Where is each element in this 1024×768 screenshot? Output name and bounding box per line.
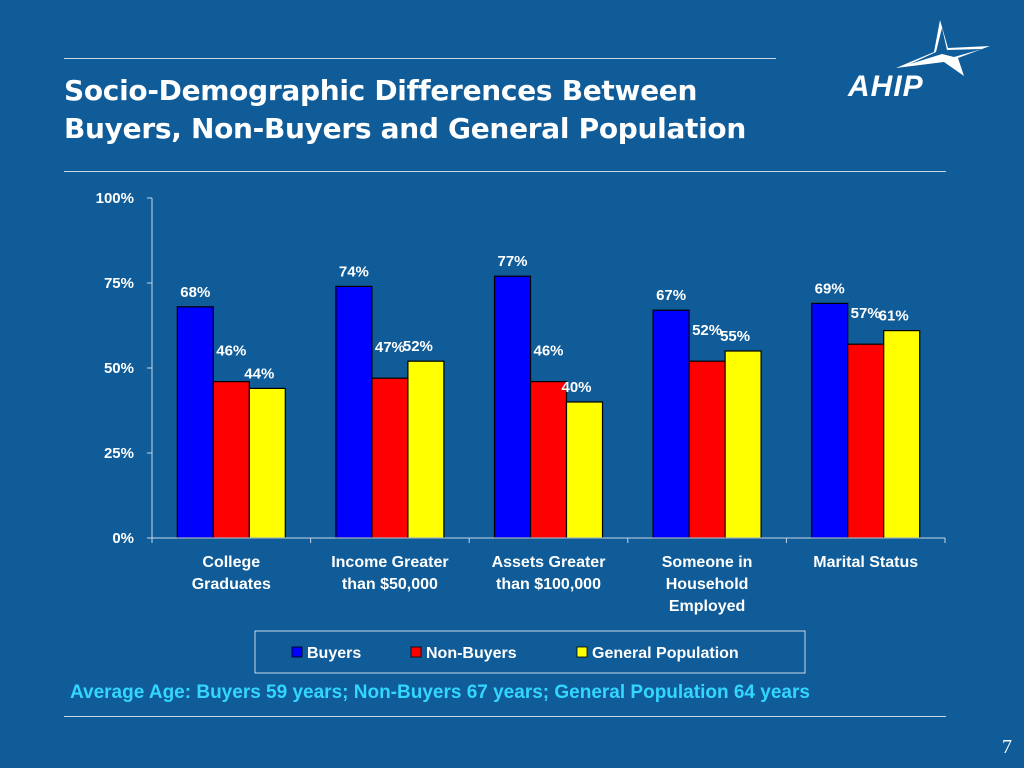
data-label: 44%: [244, 365, 274, 382]
x-category-label: than $50,000: [342, 576, 438, 593]
page-number: 7: [1002, 736, 1012, 758]
bar-buyers: [335, 285, 373, 539]
x-category-label: Assets Greater: [492, 554, 606, 571]
legend-label: Non-Buyers: [426, 645, 517, 662]
legend-label: General Population: [592, 645, 739, 662]
data-label: 46%: [216, 343, 246, 360]
y-tick-label: 25%: [104, 445, 134, 462]
bar-non-buyers: [212, 381, 250, 539]
legend-swatch: [576, 646, 588, 658]
bar-general-population: [565, 401, 604, 539]
bars-group: [176, 275, 921, 539]
y-tick-label: 75%: [104, 275, 134, 292]
data-label: 74%: [339, 263, 369, 280]
slide-title: Socio-Demographic Differences Between Bu…: [64, 72, 824, 148]
x-category-label: than $100,000: [496, 576, 601, 593]
bar-buyers: [811, 302, 849, 539]
x-category-label: Income Greater: [331, 554, 448, 571]
x-category-label: College: [202, 554, 260, 571]
bar-buyers: [493, 275, 532, 539]
slide-title-line-1: Socio-Demographic Differences Between: [64, 74, 698, 107]
bar-non-buyers: [688, 360, 726, 539]
bar-buyers: [176, 306, 214, 539]
bar-buyers: [652, 309, 690, 539]
bar-general-population: [883, 330, 921, 539]
slide-title-line-2: Buyers, Non-Buyers and General Populatio…: [64, 112, 746, 145]
legend-swatch: [291, 646, 303, 658]
y-tick-label: 100%: [96, 190, 134, 207]
x-category-label: Graduates: [192, 576, 271, 593]
x-category-label: Someone in: [662, 554, 753, 571]
ahip-logo-text: AHIP: [848, 70, 924, 103]
data-label: 61%: [879, 308, 909, 325]
bar-non-buyers: [529, 381, 568, 539]
y-tick-label: 50%: [104, 360, 134, 377]
bar-general-population: [407, 360, 445, 539]
average-age-note: Average Age: Buyers 59 years; Non-Buyers…: [70, 682, 810, 703]
y-tick-label: 0%: [112, 530, 134, 547]
data-label: 67%: [656, 287, 686, 304]
top-rule: [64, 58, 776, 59]
legend-box: [254, 630, 806, 674]
bar-non-buyers: [847, 343, 885, 539]
data-label: 68%: [180, 284, 210, 301]
data-label: 52%: [692, 322, 722, 339]
data-label: 69%: [815, 280, 845, 297]
bar-general-population: [248, 387, 286, 539]
y-tick-labels: 0% 25% 50% 75% 100%: [96, 190, 134, 547]
data-label: 55%: [720, 328, 750, 345]
data-label: 47%: [375, 339, 405, 356]
x-category-label: Marital Status: [813, 554, 918, 571]
data-label: 52%: [403, 338, 433, 355]
x-category-labels: College Graduates Income Greater than $50,0…: [192, 554, 919, 615]
data-label: 77%: [497, 253, 527, 270]
data-label: 40%: [561, 379, 591, 396]
ahip-star-logo-icon: [896, 20, 990, 76]
bar-general-population: [724, 350, 762, 539]
bottom-rule: [64, 716, 946, 717]
bar-non-buyers: [371, 377, 409, 539]
legend-label: Buyers: [307, 645, 361, 662]
data-label: 46%: [533, 343, 563, 360]
data-labels: 68%46%44%74%47%52%77%46%40%67%52%55%69%5…: [180, 253, 908, 396]
legend-swatch: [410, 646, 422, 658]
chart-legend: Buyers Non-Buyers General Population: [254, 630, 806, 674]
x-category-label: Employed: [669, 598, 745, 615]
data-label: 57%: [851, 305, 881, 322]
x-category-label: Household: [666, 576, 749, 593]
title-rule: [64, 171, 946, 172]
axes-group: [147, 197, 946, 543]
